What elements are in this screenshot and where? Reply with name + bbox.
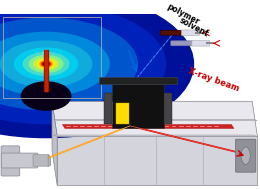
- Polygon shape: [52, 101, 57, 185]
- Bar: [44, 50, 48, 91]
- Ellipse shape: [1, 41, 92, 87]
- Bar: [112, 84, 164, 128]
- Ellipse shape: [21, 82, 71, 110]
- Ellipse shape: [23, 53, 69, 75]
- Polygon shape: [48, 155, 51, 167]
- Bar: [116, 103, 129, 124]
- FancyBboxPatch shape: [171, 41, 193, 46]
- Bar: [164, 93, 172, 124]
- Text: solvent: solvent: [178, 16, 210, 39]
- Ellipse shape: [34, 58, 58, 70]
- FancyBboxPatch shape: [192, 40, 210, 46]
- FancyBboxPatch shape: [33, 155, 49, 166]
- Polygon shape: [52, 101, 257, 136]
- Polygon shape: [57, 136, 257, 185]
- Ellipse shape: [241, 147, 250, 164]
- Ellipse shape: [45, 52, 47, 55]
- Bar: [45, 50, 47, 91]
- Text: polymer: polymer: [165, 2, 200, 27]
- Ellipse shape: [40, 61, 52, 67]
- Bar: [3, 17, 101, 98]
- Ellipse shape: [0, 18, 137, 110]
- Text: X-ray beam: X-ray beam: [187, 67, 240, 93]
- FancyBboxPatch shape: [1, 146, 20, 176]
- FancyBboxPatch shape: [1, 153, 38, 168]
- FancyBboxPatch shape: [181, 30, 199, 36]
- Polygon shape: [53, 119, 257, 121]
- FancyBboxPatch shape: [160, 30, 183, 35]
- Ellipse shape: [15, 48, 78, 80]
- Bar: [104, 93, 112, 124]
- Ellipse shape: [29, 56, 63, 72]
- Ellipse shape: [43, 63, 49, 65]
- Ellipse shape: [42, 62, 50, 66]
- Ellipse shape: [0, 0, 193, 138]
- FancyBboxPatch shape: [236, 139, 256, 172]
- Ellipse shape: [0, 4, 165, 124]
- Polygon shape: [53, 135, 257, 136]
- Polygon shape: [62, 125, 234, 129]
- Bar: [99, 77, 177, 84]
- Ellipse shape: [0, 32, 109, 95]
- Ellipse shape: [38, 60, 55, 68]
- Bar: [3, 17, 101, 98]
- Ellipse shape: [43, 50, 49, 57]
